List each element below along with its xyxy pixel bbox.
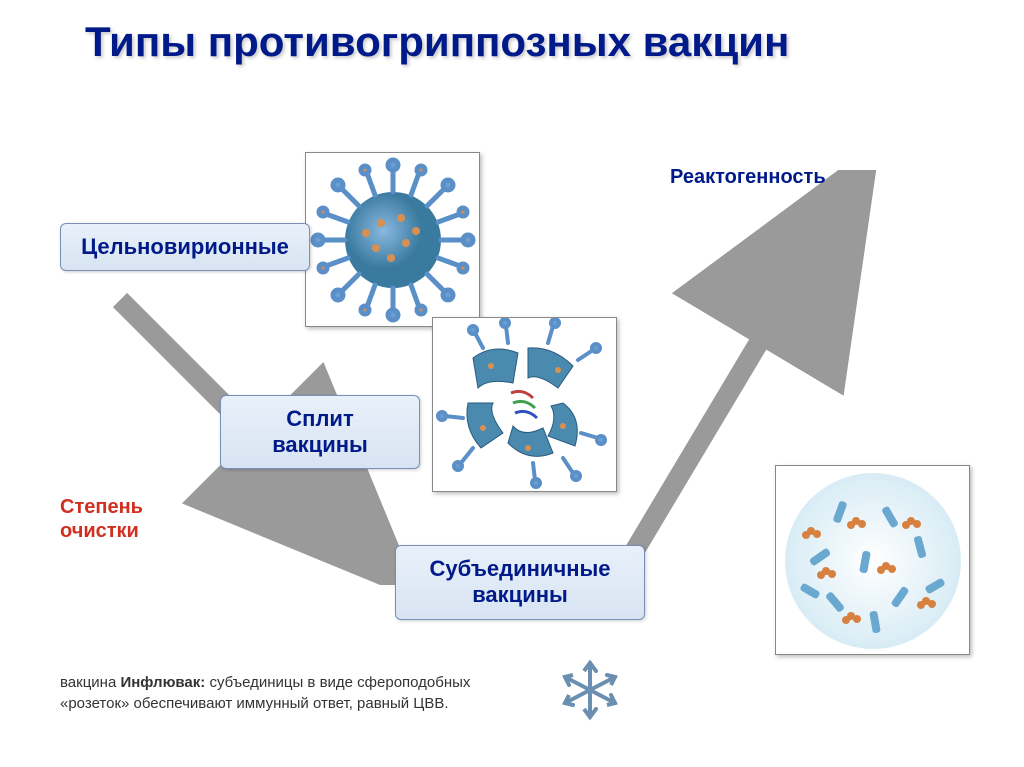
image-subunit-vaccine	[775, 465, 970, 655]
box-subunit-vaccine: Субъединичные вакцины	[395, 545, 645, 620]
image-split-vaccine	[432, 317, 617, 492]
page-title: Типы противогриппозных вакцин	[85, 18, 789, 66]
image-whole-virion	[305, 152, 480, 327]
box-split-vaccine: Сплит вакцины	[220, 395, 420, 469]
footnote-prefix: вакцина	[60, 674, 120, 691]
footnote: вакцина Инфлювак: субъединицы в виде сфе…	[60, 672, 530, 714]
label-purification: Степеньочистки	[60, 495, 143, 543]
snowflake-icon	[555, 655, 625, 739]
label-reactogenicity: Реактогенность	[670, 166, 826, 189]
label-purification-text: Степеньочистки	[60, 496, 143, 542]
box-whole-virion: Цельновирионные	[60, 223, 310, 271]
footnote-bold: Инфлювак:	[120, 674, 205, 691]
